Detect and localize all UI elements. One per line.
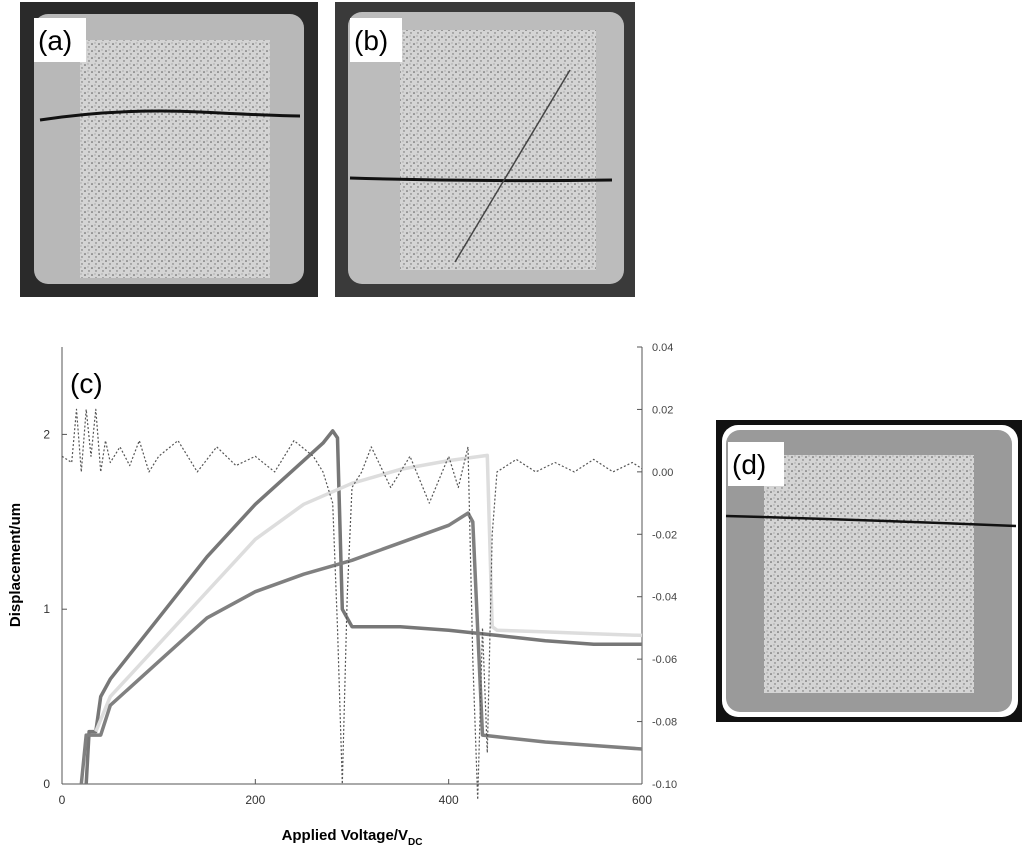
y-tick-label: 2 bbox=[43, 427, 50, 441]
x-axis-label-main: Applied Voltage/V bbox=[282, 827, 408, 844]
x-axis-label-sub: DC bbox=[408, 837, 422, 848]
y2-tick-label: 0.02 bbox=[652, 404, 673, 416]
x-tick-label: 0 bbox=[59, 793, 66, 807]
micrograph-d: (d) bbox=[716, 420, 1022, 722]
line bbox=[84, 429, 642, 785]
x-tick-label: 600 bbox=[632, 793, 652, 807]
chart: 0 200 400 600 0 1 2 -0.10 -0.08 -0.06 -0.04 -0.02 0.… bbox=[7, 342, 677, 848]
x-axis-label: Applied Voltage/VDC bbox=[282, 827, 423, 848]
micrograph-a: (a) bbox=[20, 2, 318, 297]
panel-label: (a) bbox=[38, 25, 72, 56]
y-tick-label: 0 bbox=[43, 777, 50, 791]
y2-tick-label: 0.04 bbox=[652, 342, 673, 354]
x-tick-label: 200 bbox=[245, 793, 265, 807]
y2-tick-label: -0.10 bbox=[652, 779, 677, 791]
y-axis-label: Displacement/um bbox=[7, 503, 24, 627]
line bbox=[79, 511, 643, 785]
y2-tick-label: -0.08 bbox=[652, 717, 677, 729]
line bbox=[94, 453, 643, 733]
y2-tick-label: -0.04 bbox=[652, 592, 677, 604]
y2-tick-label: -0.06 bbox=[652, 654, 677, 666]
y-tick-label: 1 bbox=[43, 602, 50, 616]
x-tick-label: 400 bbox=[439, 793, 459, 807]
panel-label: (c) bbox=[70, 368, 103, 399]
y2-tick-label: -0.02 bbox=[652, 529, 677, 541]
micrograph-b: (b) bbox=[335, 2, 635, 297]
y2-tick-label: 0.00 bbox=[652, 467, 673, 479]
panel-label: (b) bbox=[354, 25, 388, 56]
panel-label: (d) bbox=[732, 449, 766, 480]
